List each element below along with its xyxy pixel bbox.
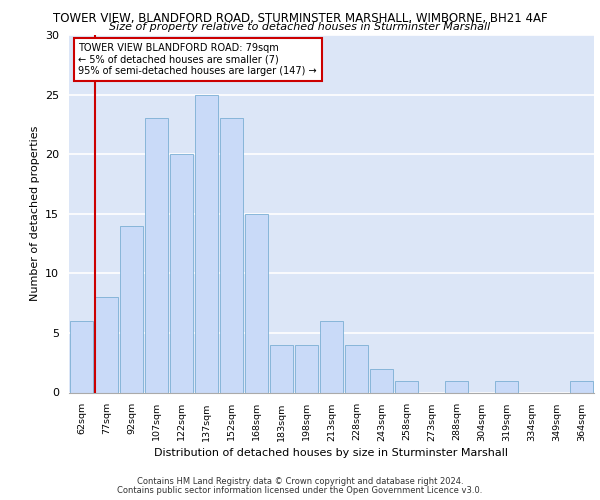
- Bar: [345, 345, 368, 393]
- Text: TOWER VIEW, BLANDFORD ROAD, STURMINSTER MARSHALL, WIMBORNE, BH21 4AF: TOWER VIEW, BLANDFORD ROAD, STURMINSTER …: [53, 12, 547, 25]
- Bar: [570, 380, 593, 392]
- Bar: [245, 214, 268, 392]
- Bar: [320, 321, 343, 392]
- Y-axis label: Number of detached properties: Number of detached properties: [29, 126, 40, 302]
- Bar: [270, 345, 293, 393]
- Bar: [145, 118, 168, 392]
- Bar: [445, 380, 468, 392]
- Bar: [170, 154, 193, 392]
- Bar: [120, 226, 143, 392]
- Bar: [395, 380, 418, 392]
- Bar: [295, 345, 318, 393]
- Text: Contains public sector information licensed under the Open Government Licence v3: Contains public sector information licen…: [118, 486, 482, 495]
- X-axis label: Distribution of detached houses by size in Sturminster Marshall: Distribution of detached houses by size …: [155, 448, 509, 458]
- Text: TOWER VIEW BLANDFORD ROAD: 79sqm
← 5% of detached houses are smaller (7)
95% of : TOWER VIEW BLANDFORD ROAD: 79sqm ← 5% of…: [79, 43, 317, 76]
- Bar: [195, 94, 218, 393]
- Bar: [495, 380, 518, 392]
- Text: Size of property relative to detached houses in Sturminster Marshall: Size of property relative to detached ho…: [109, 22, 491, 32]
- Bar: [220, 118, 243, 392]
- Text: Contains HM Land Registry data © Crown copyright and database right 2024.: Contains HM Land Registry data © Crown c…: [137, 477, 463, 486]
- Bar: [95, 297, 118, 392]
- Bar: [370, 368, 393, 392]
- Bar: [70, 321, 93, 392]
